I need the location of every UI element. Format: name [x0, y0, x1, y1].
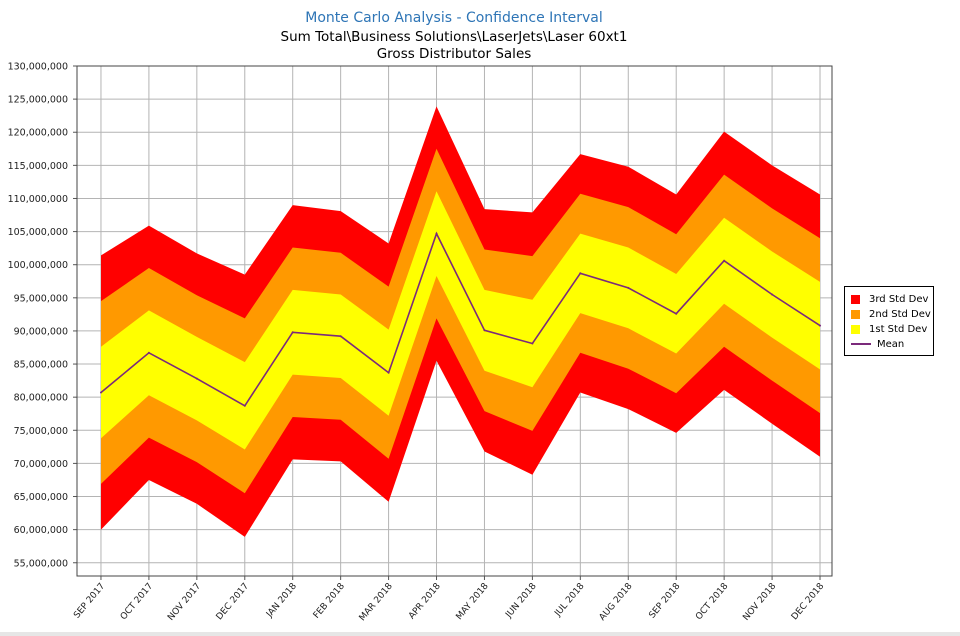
- y-tick-label: 110,000,000: [8, 194, 68, 205]
- y-tick-label: 95,000,000: [14, 293, 68, 304]
- y-tick-label: 80,000,000: [14, 393, 68, 404]
- chart-title: Monte Carlo Analysis - Confidence Interv…: [305, 10, 603, 26]
- chart-legend: 3rd Std Dev 2nd Std Dev 1st Std Dev Mean: [844, 286, 934, 356]
- legend-label-1st-std-dev: 1st Std Dev: [869, 323, 928, 335]
- y-tick-label: 90,000,000: [14, 326, 68, 337]
- x-tick-label: SEP 2017: [72, 582, 107, 621]
- legend-label-3rd-std-dev: 3rd Std Dev: [869, 293, 929, 305]
- y-tick-label: 120,000,000: [8, 128, 68, 139]
- mean-point: [579, 272, 582, 275]
- legend-item-3rd-std-dev: 3rd Std Dev: [851, 292, 928, 306]
- mean-point: [531, 342, 534, 345]
- mean-point: [291, 331, 294, 334]
- x-tick-label: AUG 2018: [598, 581, 635, 622]
- band-1st-std-dev: [101, 191, 820, 450]
- x-tick-label: MAY 2018: [454, 581, 490, 622]
- mean-point: [723, 259, 726, 262]
- mean-point: [387, 371, 390, 374]
- window-bottom-edge: [0, 632, 960, 636]
- legend-swatch-3rd-std-dev: [851, 294, 860, 304]
- y-tick-label: 55,000,000: [14, 558, 68, 569]
- mean-point: [771, 293, 774, 296]
- mean-point: [195, 377, 198, 380]
- x-tick-label: JUL 2018: [553, 581, 587, 619]
- legend-swatch-1st-std-dev: [851, 324, 860, 334]
- x-tick-label: DEC 2018: [790, 581, 827, 622]
- y-tick-label: 125,000,000: [8, 95, 68, 106]
- legend-item-2nd-std-dev: 2nd Std Dev: [851, 307, 931, 321]
- x-tick-label: NOV 2017: [166, 582, 203, 623]
- x-tick-label: NOV 2018: [741, 581, 778, 623]
- mean-point: [435, 232, 438, 235]
- plot-border: [76, 65, 833, 577]
- y-tick-label: 130,000,000: [8, 62, 68, 73]
- y-tick-label: 70,000,000: [14, 459, 68, 470]
- y-tick-label: 100,000,000: [8, 260, 68, 271]
- y-tick-label: 105,000,000: [8, 227, 68, 238]
- mean-point: [483, 329, 486, 332]
- legend-line-mean: [851, 343, 871, 345]
- chart-subtitle: Sum Total\Business Solutions\LaserJets\L…: [280, 29, 628, 45]
- x-tick-label: OCT 2018: [694, 581, 731, 622]
- x-tick-label: FEB 2018: [312, 581, 347, 620]
- mean-point: [99, 391, 102, 394]
- y-tick-label: 75,000,000: [14, 426, 68, 437]
- mean-point: [147, 351, 150, 354]
- mean-line: [100, 231, 821, 407]
- y-tick-label: 85,000,000: [14, 360, 68, 371]
- mean-point: [819, 324, 822, 327]
- x-tick-label: APR 2018: [407, 581, 443, 621]
- y-tick-label: 115,000,000: [8, 161, 68, 172]
- mean-point: [627, 286, 630, 289]
- x-tick-label: JUN 2018: [504, 581, 539, 620]
- legend-label-2nd-std-dev: 2nd Std Dev: [869, 308, 931, 320]
- x-tick-label: OCT 2017: [119, 582, 155, 623]
- mean-point: [243, 404, 246, 407]
- legend-label-mean: Mean: [877, 338, 905, 350]
- legend-item-1st-std-dev: 1st Std Dev: [851, 322, 927, 336]
- x-tick-label: DEC 2017: [215, 582, 251, 623]
- chart-subtitle-2: Gross Distributor Sales: [376, 46, 532, 62]
- x-tick-label: JAN 2018: [264, 581, 299, 620]
- mean-point: [675, 312, 678, 315]
- y-tick-label: 65,000,000: [14, 492, 68, 503]
- x-tick-label: MAR 2018: [358, 581, 395, 623]
- x-tick-label: SEP 2018: [647, 581, 682, 620]
- legend-item-mean: Mean: [851, 337, 904, 351]
- mean-point: [339, 335, 342, 338]
- y-tick-label: 60,000,000: [14, 525, 68, 536]
- legend-swatch-2nd-std-dev: [851, 309, 860, 319]
